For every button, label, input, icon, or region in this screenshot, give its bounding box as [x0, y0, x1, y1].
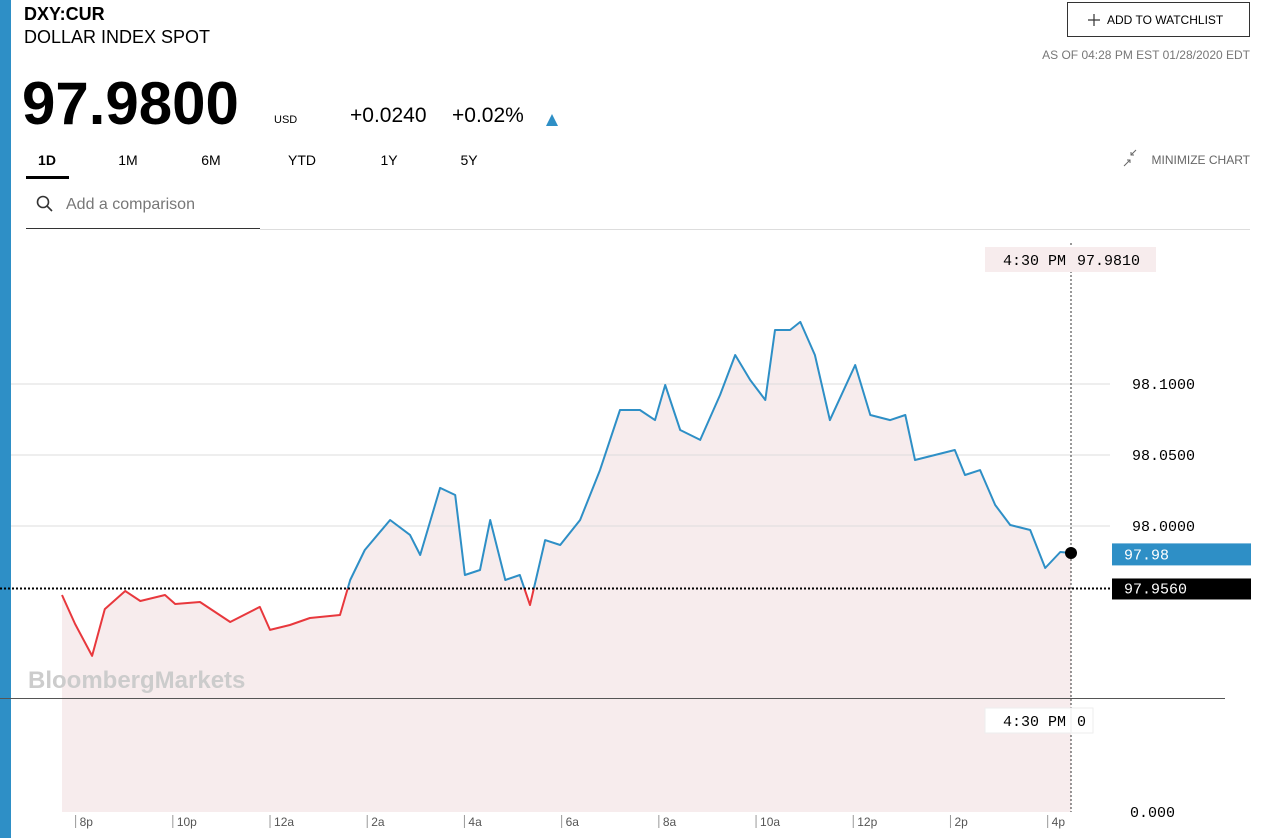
crosshair-volume: 0 — [1077, 714, 1086, 731]
chart: 98.0000 98.0500 98.1000 0.000 8p 10p 12a 2a 4a 6a… — [0, 243, 1251, 829]
x-tick-label: 4p — [1052, 815, 1066, 829]
tab[interactable]: 1Y — [380, 152, 398, 168]
tab[interactable]: 5Y — [460, 152, 478, 168]
minimize-button[interactable]: MINIMIZE CHART — [1123, 149, 1251, 167]
y-tick-label: 98.0500 — [1132, 448, 1195, 465]
tab[interactable]: 6M — [201, 152, 220, 168]
volume-tick-label: 0.000 — [1130, 805, 1175, 822]
comparison-search[interactable]: Add a comparison — [26, 195, 260, 229]
search-icon-handle — [46, 205, 53, 212]
x-tick-label: 2p — [954, 815, 968, 829]
x-tick-label: 10a — [760, 815, 780, 829]
crosshair-value-box — [1071, 247, 1156, 272]
currency: USD — [274, 114, 297, 126]
crosshair-volume-box — [1070, 707, 1094, 734]
x-tick-label: 8a — [663, 815, 677, 829]
current-label: 97.98 — [1124, 547, 1169, 564]
current-badge — [1112, 543, 1251, 566]
crosshair-value: 97.9810 — [1077, 253, 1140, 270]
crosshair-time-box — [985, 247, 1071, 272]
tab-underline — [26, 176, 69, 179]
price: 97.9800 — [22, 70, 239, 137]
minimize-label: MINIMIZE CHART — [1152, 153, 1251, 167]
y-tick-label: 98.0000 — [1132, 519, 1195, 536]
previous-close-label: 97.9560 — [1124, 581, 1187, 598]
crosshair-time-2: 4:30 PM — [1003, 714, 1066, 731]
x-tick-label: 6a — [566, 815, 580, 829]
x-tick-label: 8p — [80, 815, 94, 829]
x-tick-label: 12a — [274, 815, 294, 829]
x-tick-label: 10p — [177, 815, 197, 829]
watermark: BloombergMarkets — [28, 667, 245, 694]
tab[interactable]: 1M — [118, 152, 137, 168]
price-line — [61, 320, 1072, 657]
as-of: AS OF 04:28 PM EST 01/28/2020 EDT — [1042, 48, 1251, 62]
accent-bar — [0, 0, 11, 838]
x-tick-label: 2a — [371, 815, 385, 829]
minimize-icon — [1123, 149, 1137, 167]
crosshair-dot — [1065, 546, 1077, 559]
instrument-name: DOLLAR INDEX SPOT — [24, 27, 210, 47]
tab[interactable]: 1D — [38, 152, 56, 168]
x-tick-label: 12p — [857, 815, 877, 829]
y-tick-label: 98.1000 — [1132, 377, 1195, 394]
previous-close-badge — [1112, 578, 1251, 600]
plus-icon — [1088, 14, 1100, 26]
tab[interactable]: YTD — [288, 152, 316, 168]
watchlist-button[interactable]: ADD TO WATCHLIST — [1067, 2, 1250, 37]
crosshair-time-box-2 — [984, 707, 1072, 734]
change-percent: +0.02% — [452, 104, 524, 127]
price-area — [62, 321, 1071, 812]
crosshair-time: 4:30 PM — [1003, 253, 1066, 270]
change: +0.0240 — [350, 104, 427, 127]
symbol: DXY:CUR — [24, 4, 105, 24]
up-arrow — [546, 114, 558, 126]
search-icon — [36, 195, 50, 209]
comparison-placeholder: Add a comparison — [66, 196, 195, 213]
button-label: ADD TO WATCHLIST — [1107, 13, 1224, 27]
tabs: 1D 1M 6M YTD 1Y 5Y — [38, 152, 478, 168]
x-tick-label: 4a — [468, 815, 482, 829]
